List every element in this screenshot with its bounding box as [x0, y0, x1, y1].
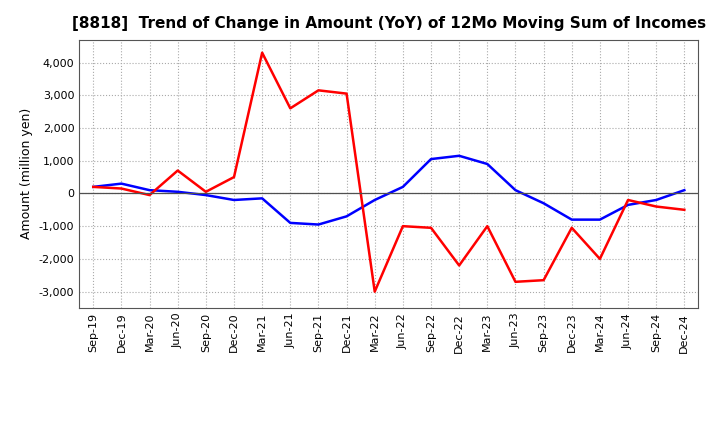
Ordinary Income [624, 202, 632, 208]
Ordinary Income [539, 201, 548, 206]
Net Income [258, 50, 266, 55]
Ordinary Income [202, 192, 210, 198]
Net Income [117, 186, 126, 191]
Net Income [624, 198, 632, 203]
Net Income [174, 168, 182, 173]
Net Income [399, 224, 408, 229]
Net Income [680, 207, 688, 213]
Ordinary Income [652, 198, 660, 203]
Ordinary Income [230, 198, 238, 203]
Ordinary Income [342, 214, 351, 219]
Ordinary Income [89, 184, 98, 190]
Net Income [455, 263, 464, 268]
Y-axis label: Amount (million yen): Amount (million yen) [20, 108, 33, 239]
Ordinary Income [370, 198, 379, 203]
Net Income [342, 91, 351, 96]
Net Income [427, 225, 436, 231]
Net Income [89, 184, 98, 190]
Line: Net Income: Net Income [94, 53, 684, 292]
Ordinary Income [680, 187, 688, 193]
Net Income [230, 174, 238, 180]
Net Income [286, 106, 294, 111]
Ordinary Income [399, 184, 408, 190]
Ordinary Income [145, 187, 154, 193]
Ordinary Income [117, 181, 126, 186]
Net Income [652, 204, 660, 209]
Net Income [511, 279, 520, 284]
Ordinary Income [595, 217, 604, 222]
Ordinary Income [286, 220, 294, 226]
Ordinary Income [427, 157, 436, 162]
Net Income [595, 256, 604, 261]
Ordinary Income [483, 161, 492, 167]
Ordinary Income [511, 187, 520, 193]
Ordinary Income [455, 153, 464, 158]
Title: [8818]  Trend of Change in Amount (YoY) of 12Mo Moving Sum of Incomes: [8818] Trend of Change in Amount (YoY) o… [72, 16, 706, 32]
Ordinary Income [314, 222, 323, 227]
Net Income [202, 189, 210, 194]
Net Income [567, 225, 576, 231]
Net Income [314, 88, 323, 93]
Ordinary Income [174, 189, 182, 194]
Net Income [145, 192, 154, 198]
Line: Ordinary Income: Ordinary Income [94, 156, 684, 224]
Net Income [539, 278, 548, 283]
Ordinary Income [567, 217, 576, 222]
Net Income [483, 224, 492, 229]
Ordinary Income [258, 196, 266, 201]
Net Income [370, 289, 379, 294]
